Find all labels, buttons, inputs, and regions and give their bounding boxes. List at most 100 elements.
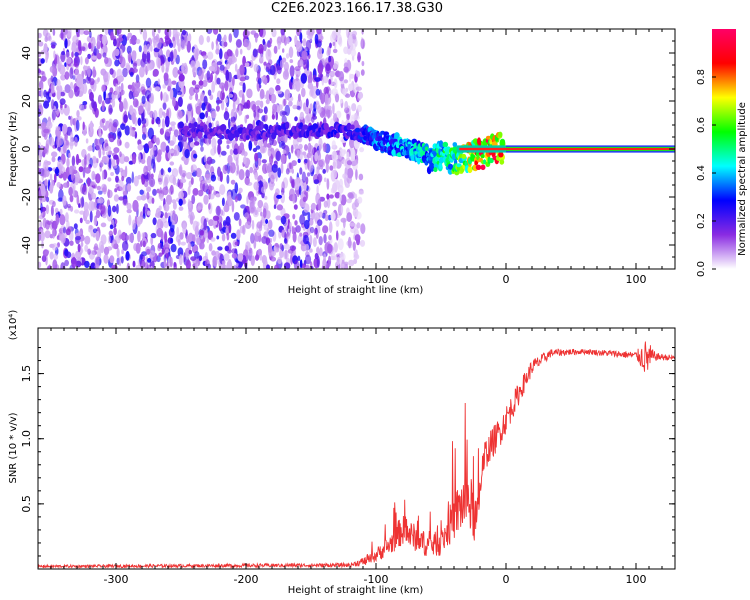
noise-blob: [145, 186, 151, 193]
noise-blob: [62, 143, 67, 154]
noise-blob: [286, 232, 290, 237]
noise-blob: [74, 136, 78, 147]
noise-blob: [230, 179, 236, 185]
noise-blob: [164, 243, 170, 248]
noise-blob: [104, 56, 109, 65]
noise-blob: [78, 166, 84, 173]
noise-blob: [101, 183, 107, 192]
noise-blob: [194, 84, 200, 90]
noise-blob: [187, 111, 192, 122]
noise-blob: [45, 54, 48, 63]
noise-blob: [316, 255, 320, 268]
noise-blob: [198, 80, 204, 86]
noise-blob: [64, 71, 70, 80]
noise-blob: [146, 264, 150, 269]
noise-blob: [98, 132, 102, 138]
noise-blob: [158, 107, 163, 119]
noise-blob: [296, 149, 300, 159]
noise-blob: [81, 158, 87, 168]
noise-blob: [169, 161, 175, 166]
noise-blob: [129, 71, 134, 78]
signal-point: [312, 123, 319, 130]
noise-blob: [142, 144, 149, 149]
noise-blob: [322, 75, 329, 84]
noise-blob: [226, 60, 231, 70]
noise-blob: [192, 220, 199, 232]
noise-blob: [304, 219, 310, 230]
noise-blob: [131, 171, 134, 184]
noise-blob: [299, 232, 303, 237]
noise-blob: [38, 41, 44, 47]
noise-blob: [76, 110, 80, 118]
noise-blob: [258, 43, 264, 55]
noise-blob: [72, 35, 79, 44]
noise-blob: [165, 67, 169, 74]
signal-point: [193, 121, 198, 128]
noise-blob: [80, 56, 83, 66]
noise-blob: [135, 242, 141, 254]
noise-blob: [193, 153, 198, 159]
noise-blob: [333, 78, 338, 89]
noise-blob: [131, 219, 136, 230]
noise-blob: [257, 69, 261, 80]
steady-line-lead-core: [459, 147, 506, 151]
noise-blob: [144, 100, 150, 112]
noise-blob: [334, 93, 340, 103]
noise-blob: [48, 264, 52, 269]
noise-blob: [54, 108, 60, 115]
noise-blob: [280, 192, 286, 204]
noise-blob: [50, 179, 55, 190]
noise-blob: [244, 212, 250, 220]
noise-blob: [228, 33, 233, 43]
noise-blob: [132, 153, 137, 165]
noise-blob: [275, 150, 281, 162]
noise-blob: [235, 48, 239, 58]
noise-blob: [89, 225, 93, 230]
noise-blob: [51, 156, 56, 163]
noise-blob: [318, 46, 323, 55]
noise-blob: [172, 66, 179, 78]
noise-blob: [252, 147, 257, 153]
noise-blob: [273, 204, 277, 209]
noise-blob: [268, 229, 275, 237]
noise-blob: [341, 259, 345, 264]
noise-blob: [142, 240, 146, 248]
noise-blob: [137, 117, 142, 127]
noise-blob: [169, 127, 173, 132]
noise-blob: [199, 241, 205, 250]
signal-point: [306, 130, 310, 137]
noise-blob: [279, 243, 284, 250]
noise-blob: [224, 51, 229, 60]
noise-blob: [62, 226, 67, 234]
noise-blob: [248, 250, 254, 256]
noise-blob: [306, 30, 309, 36]
noise-blob: [87, 53, 91, 60]
noise-blob: [160, 91, 163, 101]
noise-blob: [132, 260, 136, 268]
noise-blob: [262, 38, 266, 46]
noise-blob: [53, 253, 59, 260]
noise-blob: [144, 89, 152, 99]
noise-blob: [138, 45, 142, 53]
noise-blob: [307, 82, 314, 90]
noise-blob: [114, 59, 120, 67]
noise-blob: [185, 113, 189, 124]
noise-blob: [53, 50, 56, 59]
noise-blob: [68, 186, 73, 196]
noise-blob: [89, 30, 92, 38]
noise-blob: [197, 98, 201, 106]
noise-blob: [135, 80, 141, 89]
noise-blob: [297, 255, 301, 262]
signal-point: [349, 124, 355, 130]
noise-blob: [180, 241, 186, 246]
noise-blob: [177, 96, 183, 108]
noise-blob: [267, 242, 273, 253]
noise-blob: [277, 42, 281, 50]
noise-blob: [245, 114, 250, 120]
noise-blob: [291, 168, 295, 174]
noise-blob: [95, 209, 101, 219]
noise-blob: [332, 63, 339, 69]
noise-blob: [266, 62, 271, 72]
noise-blob: [283, 238, 288, 244]
noise-blob: [183, 252, 186, 263]
